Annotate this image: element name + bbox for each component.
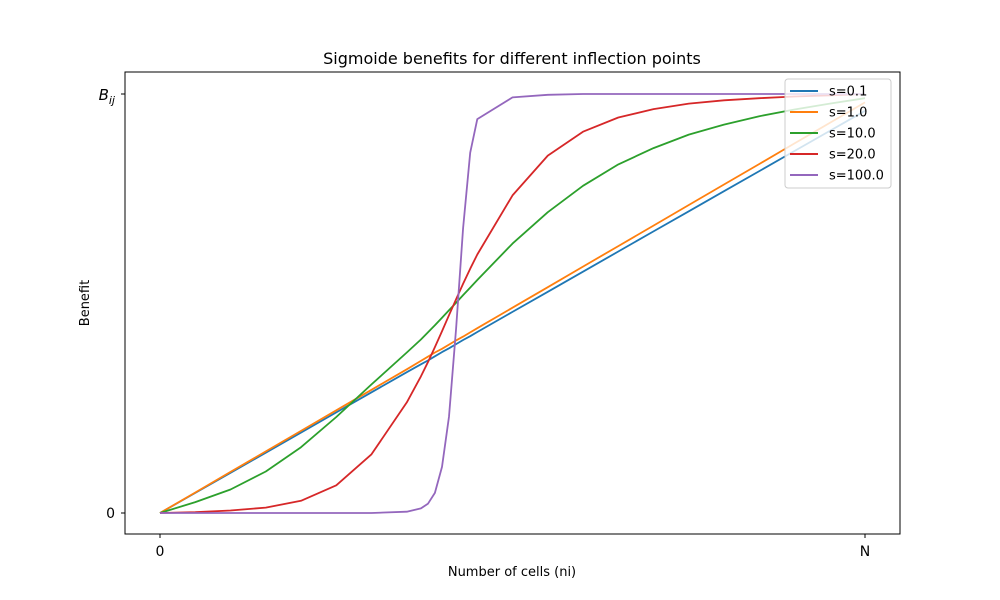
y-tick-bij-subscript: ij [109,94,116,107]
x-tick-0-label: 0 [156,544,165,560]
y-tick-bij-label: Bij [99,86,116,107]
legend-box [784,78,892,189]
legend-label-3: s=20.0 [829,148,876,163]
series-line-4 [160,93,865,514]
legend-label-4: s=100.0 [829,169,884,184]
legend: s=0.1 s=1.0 s=10.0 s=20.0 s=100.0 [784,78,892,189]
plot-frame [124,71,901,535]
series-layer [159,93,866,514]
series-line-0 [159,110,866,514]
x-tick-n-label: N [860,544,870,560]
series-line-1 [159,101,866,514]
series-line-3 [159,93,866,514]
chart-title: Sigmoide benefits for different inflecti… [323,49,701,68]
y-tick-0-label: 0 [106,506,115,522]
series-line-2 [159,97,866,514]
y-axis-label: Benefit [78,280,93,326]
legend-label-2: s=10.0 [829,127,876,142]
x-axis-label: Number of cells (ni) [448,565,576,580]
legend-label-0: s=0.1 [829,85,867,100]
legend-label-1: s=1.0 [829,106,867,121]
